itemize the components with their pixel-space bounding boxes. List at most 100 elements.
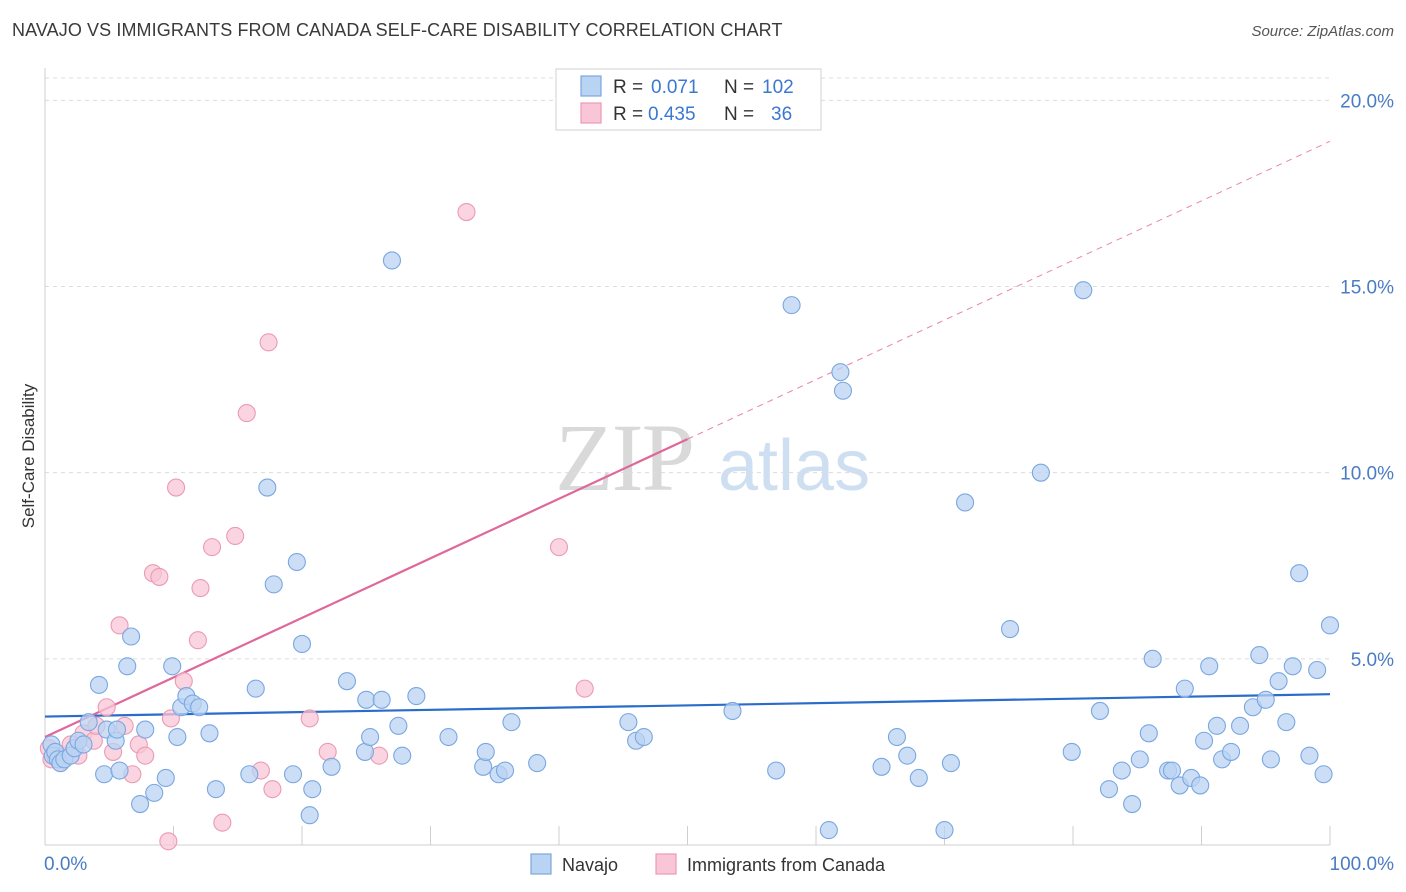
point-navajo (382, 251, 402, 270)
watermark-zip: ZIP (555, 404, 693, 511)
point-navajo (118, 657, 137, 676)
bottom-legend-label-canada: Immigrants from Canada (687, 855, 886, 875)
legend-n-label-navajo: N = (724, 77, 754, 98)
point-navajo (1162, 761, 1181, 780)
y-tick-label: 5.0% (1351, 650, 1394, 671)
bottom-legend-swatch-canada (655, 853, 677, 875)
legend-n-value-navajo: 102 (762, 77, 794, 98)
point-canada (300, 709, 319, 728)
point-navajo (168, 727, 187, 747)
point-navajo (872, 757, 891, 776)
point-navajo (898, 746, 917, 765)
point-canada (318, 742, 337, 761)
y-tick-label: 15.0% (1340, 278, 1394, 299)
point-navajo (1031, 463, 1050, 482)
point-canada (549, 538, 569, 557)
point-canada (203, 538, 222, 557)
point-navajo (79, 713, 98, 732)
point-canada (167, 478, 186, 497)
point-navajo (634, 727, 653, 747)
legend-swatch-navajo (580, 75, 602, 97)
point-navajo (292, 634, 312, 653)
point-navajo (619, 713, 638, 732)
point-navajo (156, 768, 175, 788)
point-canada (191, 579, 210, 598)
point-navajo (200, 724, 219, 743)
point-navajo (1250, 646, 1269, 665)
point-canada (150, 567, 169, 586)
point-navajo (1283, 657, 1302, 676)
watermark-atlas: atlas (718, 426, 870, 506)
point-navajo (246, 679, 265, 698)
point-canada (263, 780, 282, 799)
point-canada (97, 698, 116, 717)
point-navajo (782, 296, 801, 315)
point-canada (213, 813, 232, 832)
point-navajo (131, 794, 150, 814)
chart-title: NAVAJO VS IMMIGRANTS FROM CANADA SELF-CA… (12, 20, 783, 40)
trend-line-canada-extension (687, 140, 1331, 440)
point-navajo (1130, 750, 1149, 769)
point-navajo (407, 687, 426, 706)
data-points (39, 202, 1340, 851)
point-canada (136, 746, 155, 765)
point-navajo (287, 552, 306, 572)
bottom-legend-swatch-navajo (530, 853, 552, 875)
point-navajo (283, 765, 303, 784)
point-navajo (1200, 657, 1219, 676)
point-navajo (190, 698, 209, 717)
point-canada (188, 631, 207, 650)
point-navajo (1320, 616, 1340, 635)
point-navajo (767, 761, 786, 780)
legend-n-value-canada: 36 (771, 104, 792, 125)
point-navajo (1112, 761, 1131, 780)
point-navajo (1074, 281, 1093, 300)
point-navajo (528, 754, 547, 773)
point-navajo (357, 690, 376, 709)
point-navajo (723, 701, 742, 721)
trend-line-canada (44, 438, 688, 739)
legend-swatch-canada (580, 102, 602, 124)
legend-r-value-canada: 0.435 (648, 104, 696, 125)
x-tick-label-max: 100.0% (1330, 854, 1395, 875)
point-navajo (439, 727, 458, 747)
point-navajo (1222, 742, 1241, 761)
point-navajo (258, 478, 277, 497)
point-navajo (1195, 731, 1214, 750)
point-navajo (1314, 765, 1333, 784)
point-navajo (136, 720, 155, 739)
point-navajo (240, 765, 259, 784)
point-navajo (206, 780, 225, 799)
point-navajo (393, 746, 412, 765)
point-canada (457, 202, 476, 222)
grid: 5.0% 10.0% 15.0% 20.0% (45, 77, 1394, 671)
point-navajo (1143, 649, 1162, 668)
point-navajo (95, 765, 114, 784)
point-navajo (956, 493, 975, 512)
point-navajo (1256, 690, 1275, 709)
y-tick-label: 10.0% (1340, 464, 1394, 485)
point-navajo (935, 821, 954, 840)
point-canada (110, 616, 129, 635)
legend-n-label-canada: N = (724, 104, 754, 125)
point-navajo (372, 690, 391, 709)
point-navajo (110, 761, 129, 780)
trend-lines (44, 140, 1331, 739)
point-canada (575, 679, 594, 698)
point-navajo (1090, 701, 1110, 721)
bottom-legend-label-navajo: Navajo (562, 855, 618, 875)
legend-r-value-navajo: 0.071 (651, 77, 699, 98)
y-axis-label: Self-Care Disability (19, 383, 38, 528)
point-navajo (74, 735, 93, 754)
point-navajo (322, 757, 341, 776)
point-navajo (1139, 724, 1158, 743)
point-canada (259, 333, 278, 352)
point-canada (174, 672, 193, 691)
point-navajo (300, 806, 319, 825)
point-navajo (89, 675, 109, 694)
point-navajo (1191, 776, 1210, 795)
point-navajo (502, 713, 521, 732)
legend: R = 0.071 N = 102 R = 0.435 N = 36 (555, 68, 822, 131)
point-navajo (303, 780, 322, 799)
